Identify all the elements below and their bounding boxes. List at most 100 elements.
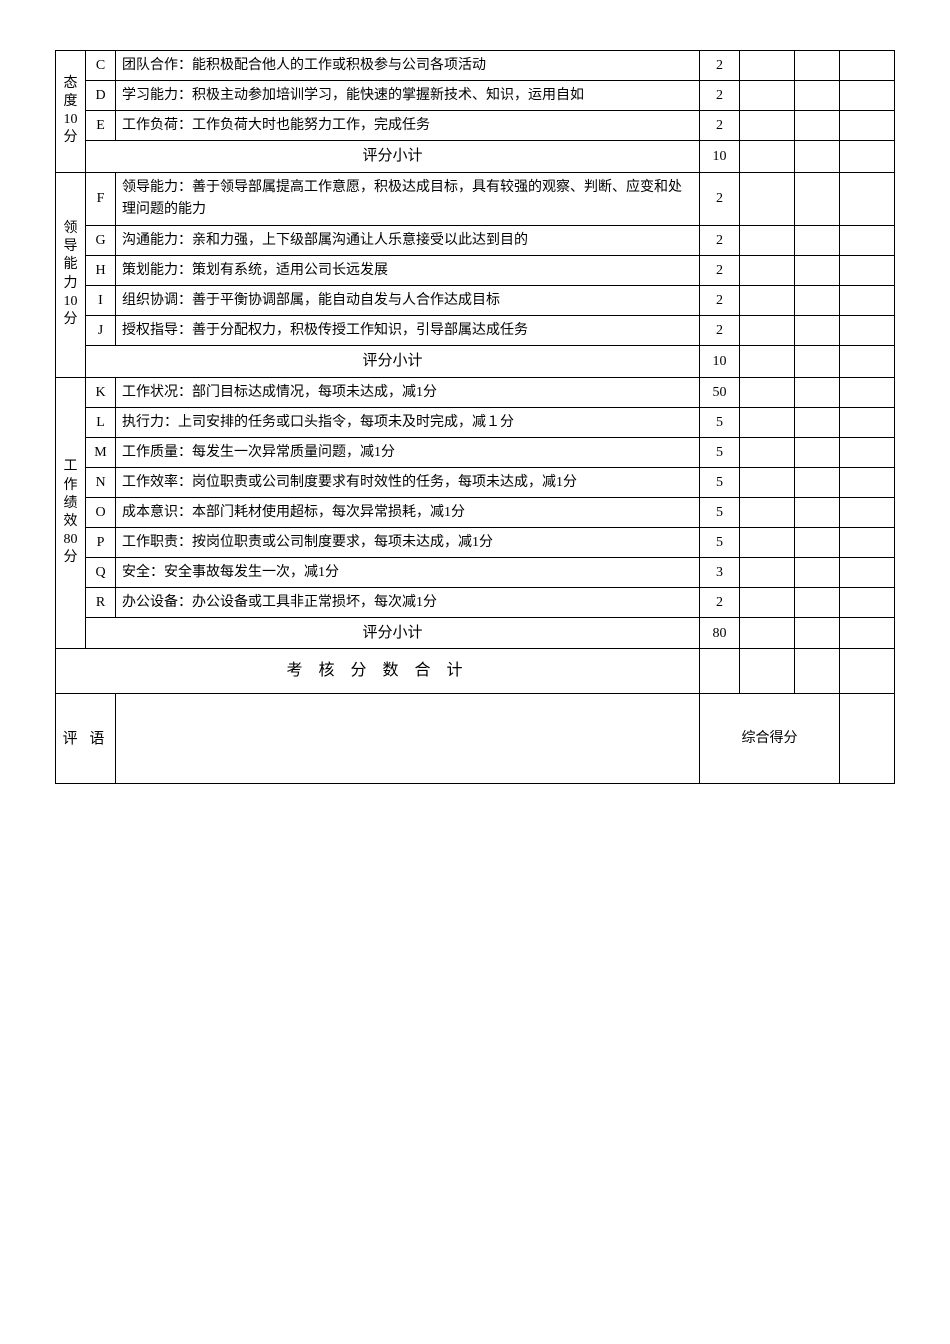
cell-blank [795,377,840,407]
cell-letter: P [86,527,116,557]
cell-blank [740,649,795,694]
cell-blank [740,172,795,226]
cell-blank [740,141,795,173]
cell-blank [795,226,840,256]
cell-blank [840,437,895,467]
cell-blank [840,377,895,407]
cell-score: 2 [700,286,740,316]
row-q: Q 安全：安全事故每发生一次，减1分 3 [56,557,895,587]
category-attitude: 态度10分 [56,51,86,173]
comment-area [116,694,700,784]
cell-blank [740,256,795,286]
cell-blank [740,51,795,81]
cell-score: 5 [700,527,740,557]
cell-letter: D [86,81,116,111]
category-performance: 工作绩效80分 [56,377,86,649]
cell-desc: 办公设备：办公设备或工具非正常损坏，每次减1分 [116,587,700,617]
cell-blank [740,226,795,256]
cell-score: 2 [700,81,740,111]
cell-score: 5 [700,497,740,527]
cell-blank [740,407,795,437]
cell-blank [795,286,840,316]
cell-blank [740,617,795,649]
cell-blank [740,81,795,111]
cell-blank [700,649,740,694]
subtotal-label: 评分小计 [86,141,700,173]
cell-letter: I [86,286,116,316]
cell-desc: 沟通能力：亲和力强，上下级部属沟通让人乐意接受以此达到目的 [116,226,700,256]
cell-desc: 工作状况：部门目标达成情况，每项未达成，减1分 [116,377,700,407]
cell-blank [840,694,895,784]
cell-letter: J [86,316,116,346]
cell-letter: E [86,111,116,141]
cell-blank [795,256,840,286]
cell-blank [795,407,840,437]
cell-blank [795,497,840,527]
cell-letter: H [86,256,116,286]
final-score-label: 综合得分 [700,694,840,784]
row-o: O 成本意识：本部门耗材使用超标，每次异常损耗，减1分 5 [56,497,895,527]
cell-score: 2 [700,256,740,286]
cell-blank [740,346,795,378]
row-f: 领导能力10分 F 领导能力：善于领导部属提高工作意愿，积极达成目标，具有较强的… [56,172,895,226]
category-leadership: 领导能力10分 [56,172,86,377]
cell-blank [840,587,895,617]
cell-blank [840,172,895,226]
cell-desc: 安全：安全事故每发生一次，减1分 [116,557,700,587]
cell-desc: 团队合作：能积极配合他人的工作或积极参与公司各项活动 [116,51,700,81]
cell-blank [795,557,840,587]
cell-score: 2 [700,226,740,256]
cell-desc: 学习能力：积极主动参加培训学习，能快速的掌握新技术、知识，运用自如 [116,81,700,111]
cell-desc: 工作效率：岗位职责或公司制度要求有时效性的任务，每项未达成，减1分 [116,467,700,497]
cell-blank [795,111,840,141]
cell-desc: 组织协调：善于平衡协调部属，能自动自发与人合作达成目标 [116,286,700,316]
total-label: 考 核 分 数 合 计 [56,649,700,694]
row-performance-subtotal: 评分小计 80 [56,617,895,649]
cell-blank [795,527,840,557]
subtotal-score: 10 [700,346,740,378]
cell-blank [795,316,840,346]
subtotal-label: 评分小计 [86,617,700,649]
row-e: E 工作负荷：工作负荷大时也能努力工作，完成任务 2 [56,111,895,141]
cell-blank [840,497,895,527]
cell-blank [840,51,895,81]
row-comment: 评 语 综合得分 [56,694,895,784]
subtotal-label: 评分小计 [86,346,700,378]
cell-blank [795,51,840,81]
cell-score: 2 [700,51,740,81]
cell-letter: C [86,51,116,81]
cell-letter: O [86,497,116,527]
cell-blank [840,316,895,346]
row-r: R 办公设备：办公设备或工具非正常损坏，每次减1分 2 [56,587,895,617]
cell-score: 2 [700,172,740,226]
cell-blank [840,617,895,649]
cell-blank [795,437,840,467]
cell-desc: 执行力：上司安排的任务或口头指令，每项未及时完成，减１分 [116,407,700,437]
row-n: N 工作效率：岗位职责或公司制度要求有时效性的任务，每项未达成，减1分 5 [56,467,895,497]
row-p: P 工作职责：按岗位职责或公司制度要求，每项未达成，减1分 5 [56,527,895,557]
cell-blank [840,527,895,557]
cell-score: 2 [700,587,740,617]
row-m: M 工作质量：每发生一次异常质量问题，减1分 5 [56,437,895,467]
cell-blank [795,617,840,649]
cell-letter: N [86,467,116,497]
cell-blank [795,141,840,173]
row-attitude-subtotal: 评分小计 10 [56,141,895,173]
cell-letter: M [86,437,116,467]
cell-blank [795,172,840,226]
cell-desc: 工作职责：按岗位职责或公司制度要求，每项未达成，减1分 [116,527,700,557]
cell-letter: K [86,377,116,407]
subtotal-score: 10 [700,141,740,173]
cell-blank [795,467,840,497]
cell-blank [740,527,795,557]
cell-blank [740,377,795,407]
cell-score: 3 [700,557,740,587]
cell-blank [840,226,895,256]
cell-blank [840,286,895,316]
cell-blank [740,316,795,346]
cell-blank [740,557,795,587]
cell-desc: 领导能力：善于领导部属提高工作意愿，积极达成目标，具有较强的观察、判断、应变和处… [116,172,700,226]
cell-score: 5 [700,437,740,467]
subtotal-score: 80 [700,617,740,649]
cell-blank [740,111,795,141]
